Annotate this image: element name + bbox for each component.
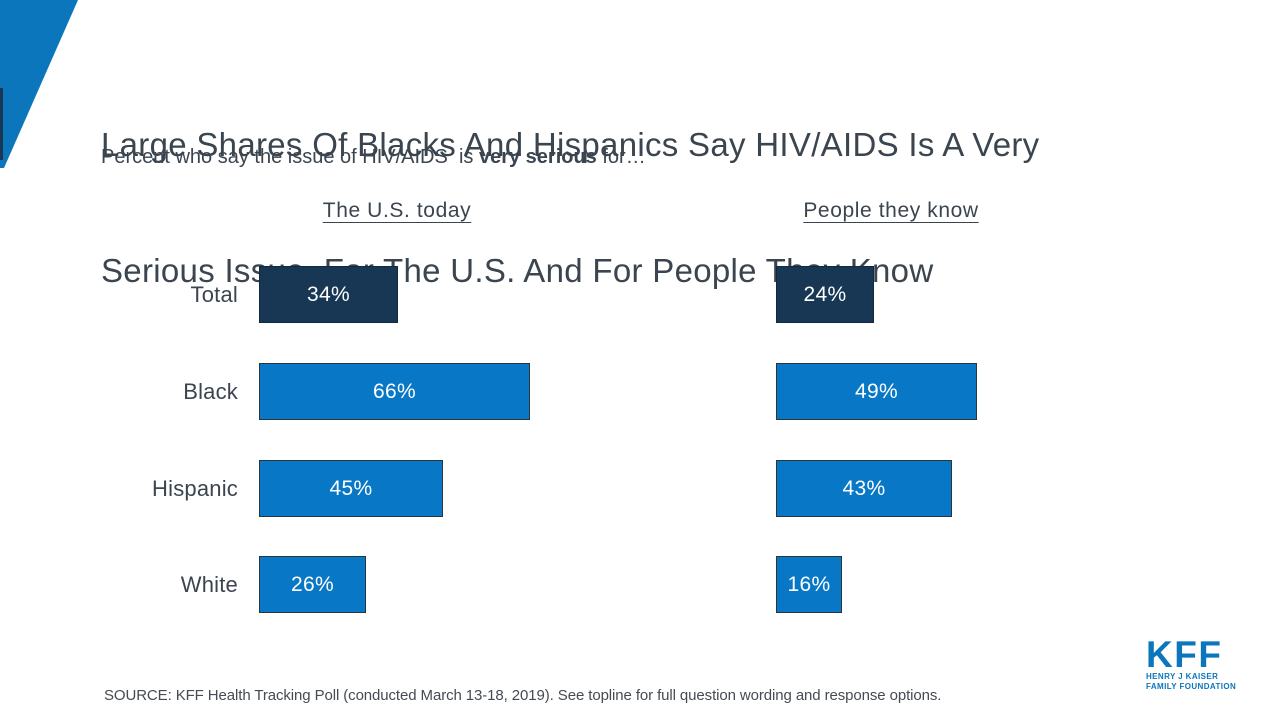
kff-logo-word: KFF: [1146, 634, 1223, 675]
kff-logo-subtext-1: HENRY J KAISER: [1146, 672, 1219, 681]
bar-the-u-s-today-total: 34%: [259, 266, 398, 323]
category-label-black: Black: [183, 379, 238, 404]
bar-value-label: 26%: [291, 572, 334, 596]
subtitle-prefix: Percent who say the issue of HIV/AIDS is: [101, 146, 479, 168]
slide-subtitle: Percent who say the issue of HIV/AIDS is…: [101, 146, 646, 169]
bar-value-label: 43%: [842, 476, 886, 500]
bar-value-label: 45%: [329, 476, 373, 500]
kff-logo-subtext-2: FAMILY FOUNDATION: [1146, 681, 1237, 691]
bar-value-label: 24%: [803, 282, 847, 306]
panel-header-us-today: The U.S. today: [322, 199, 472, 222]
bar-the-u-s-today-white: 26%: [259, 556, 366, 613]
slide-title-line-1: Large Shares Of Blacks And Hispanics Say…: [101, 126, 1040, 163]
panel-header-people-they-know: People they know: [803, 199, 979, 222]
category-label-hispanic: Hispanic: [152, 476, 238, 501]
bar-people-they-know-hispanic: 43%: [776, 460, 952, 517]
slide-title: Large Shares Of Blacks And Hispanics Say…: [101, 40, 1261, 376]
bar-people-they-know-total: 24%: [776, 266, 874, 323]
bar-people-they-know-white: 16%: [776, 556, 842, 613]
bar-people-they-know-black: 49%: [776, 363, 977, 420]
bar-the-u-s-today-hispanic: 45%: [259, 460, 443, 517]
subtitle-bold-term: very serious: [478, 146, 597, 168]
kff-logo: KFF HENRY J KAISER FAMILY FOUNDATION: [1146, 634, 1237, 691]
subtitle-suffix: for…: [596, 146, 646, 168]
category-label-white: White: [180, 572, 238, 597]
bar-the-u-s-today-black: 66%: [259, 363, 530, 420]
category-label-total: Total: [190, 282, 238, 307]
bar-value-label: 49%: [855, 379, 898, 403]
source-note: SOURCE: KFF Health Tracking Poll (conduc…: [104, 687, 942, 704]
bar-value-label: 34%: [307, 282, 350, 306]
bar-value-label: 16%: [787, 572, 831, 596]
corner-decoration: [0, 0, 78, 168]
bar-value-label: 66%: [373, 379, 416, 403]
